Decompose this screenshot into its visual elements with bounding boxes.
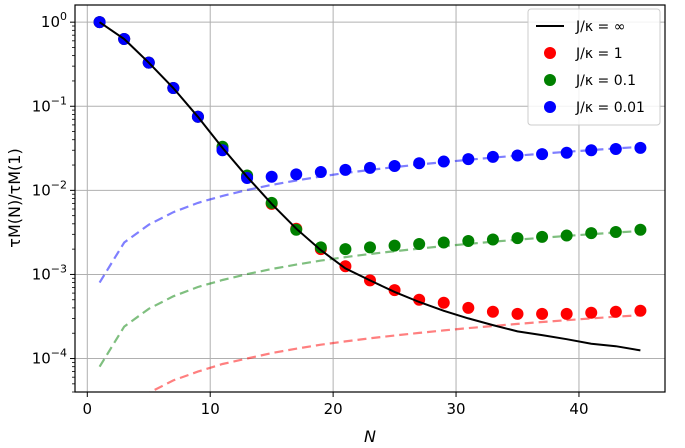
x-tick-label: 10: [201, 400, 220, 418]
data-point-series-1: [585, 306, 598, 319]
legend-box: [527, 8, 661, 126]
data-point-series-2: [462, 234, 475, 247]
x-tick-label: 20: [324, 400, 343, 418]
data-point-series-3: [536, 148, 549, 161]
x-tick-label: 30: [446, 400, 465, 418]
data-point-series-3: [216, 144, 229, 157]
data-point-series-1: [511, 307, 524, 320]
x-tick-label: 40: [569, 400, 588, 418]
legend-label: J/κ = 0.1: [575, 73, 636, 89]
data-point-series-2: [511, 232, 524, 245]
x-axis-ticks: 0 10 20 30 40: [83, 392, 589, 418]
data-point-series-3: [290, 168, 303, 181]
legend-label: J/κ = 1: [575, 46, 623, 62]
legend-label: J/κ = 0.01: [575, 100, 645, 116]
data-point-series-3: [265, 170, 278, 183]
data-point-series-3: [634, 141, 647, 154]
data-point-series-3: [93, 16, 106, 29]
data-point-series-3: [609, 143, 622, 156]
data-point-series-2: [486, 233, 499, 246]
data-point-series-2: [536, 230, 549, 243]
data-point-series-1: [486, 305, 499, 318]
y-tick-label: 10−1: [32, 94, 67, 115]
y-axis-title: τM(N)/τM(1): [5, 148, 24, 247]
x-axis-title: N: [364, 427, 376, 446]
x-tick-label: 0: [83, 400, 93, 418]
y-axis-ticks: 100 10−1 10−2 10−3 10−4: [32, 10, 75, 393]
data-point-series-2: [314, 241, 327, 254]
series-line-0: [99, 21, 641, 352]
data-point-series-1: [462, 301, 475, 314]
data-point-series-3: [511, 149, 524, 162]
data-point-series-1: [536, 307, 549, 320]
data-point-series-2: [437, 236, 450, 249]
data-point-series-3: [339, 163, 352, 176]
data-point-series-3: [486, 150, 499, 163]
data-point-series-1: [634, 304, 647, 317]
data-point-series-2: [388, 239, 401, 252]
y-tick-label: 10−3: [32, 262, 67, 283]
y-tick-label: 10−4: [32, 347, 67, 368]
data-point-series-2: [560, 229, 573, 242]
data-point-series-2: [413, 238, 426, 251]
data-point-series-3: [462, 153, 475, 166]
data-point-series-2: [339, 243, 352, 256]
data-point-series-3: [560, 146, 573, 159]
legend-marker-swatch: [544, 74, 556, 86]
y-tick-label: 100: [41, 10, 67, 31]
data-point-series-3: [413, 157, 426, 170]
series-marks: [93, 16, 647, 352]
data-point-series-1: [437, 296, 450, 309]
data-point-series-1: [609, 305, 622, 318]
legend-marker-swatch: [544, 47, 556, 59]
data-point-series-1: [560, 307, 573, 320]
data-point-series-3: [314, 166, 327, 179]
data-point-series-2: [634, 223, 647, 236]
data-point-series-3: [364, 161, 376, 174]
data-point-series-3: [388, 159, 401, 172]
data-point-series-2: [585, 227, 598, 240]
data-point-series-3: [585, 144, 598, 157]
legend-label: J/κ = ∞: [575, 19, 625, 35]
legend-marker-swatch: [544, 101, 556, 113]
data-point-series-2: [364, 241, 376, 254]
data-point-series-2: [609, 225, 622, 238]
data-point-series-3: [437, 155, 450, 168]
y-tick-label: 10−2: [32, 178, 67, 199]
legend: J/κ = ∞ J/κ = 1 J/κ = 0.1 J/κ = 0.01: [527, 8, 661, 126]
